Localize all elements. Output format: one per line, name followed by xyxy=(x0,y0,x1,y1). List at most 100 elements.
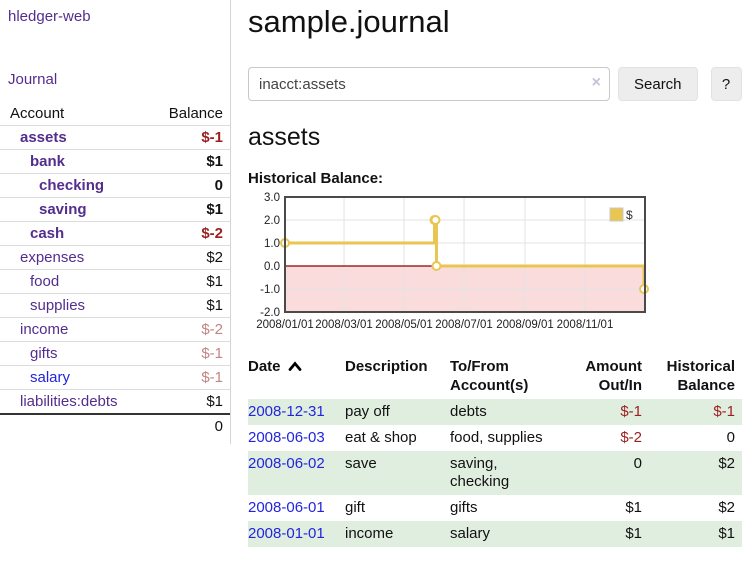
register-description-cell: save xyxy=(345,451,450,495)
accounts-total-row: 0 xyxy=(0,413,230,438)
accounts-total-value: 0 xyxy=(151,413,230,438)
account-balance-value: $2 xyxy=(206,249,223,266)
account-balance-cell: $1 xyxy=(151,150,230,174)
x-axis-tick-label: 2008/07/01 xyxy=(435,319,493,331)
historical-balance-chart: $3.0 2.0 1.0 0.0 -1.0 -2.0 2008/01/01 2008/03/0… xyxy=(248,190,742,339)
brand-link[interactable]: hledger-web xyxy=(8,8,91,25)
clear-search-icon[interactable]: × xyxy=(591,74,601,91)
sidebar-account-salary[interactable]: salary xyxy=(30,369,71,386)
account-balance-value: $-1 xyxy=(201,345,223,362)
sidebar-account-bank[interactable]: bank xyxy=(30,153,66,170)
account-name-cell: saving xyxy=(0,198,151,222)
col-amount-outin: Amount Out/In xyxy=(585,358,642,394)
col-historical-balance: Historical Balance xyxy=(666,358,735,394)
sidebar-account-cash[interactable]: cash xyxy=(30,225,65,242)
account-balance-value: $1 xyxy=(206,201,223,218)
x-axis-tick-label: 2008/05/01 xyxy=(375,319,433,331)
x-axis-tick-label: 2008/09/01 xyxy=(496,319,554,331)
transaction-date-link[interactable]: 2008-06-03 xyxy=(248,429,325,446)
account-balance-value: 0 xyxy=(214,177,223,194)
register-description-cell: pay off xyxy=(345,399,450,425)
transaction-date-link[interactable]: 2008-01-01 xyxy=(248,525,325,542)
register-accounts-cell: food, supplies xyxy=(450,429,543,446)
register-row: 2008-01-01 income salary $1 $1 xyxy=(248,521,742,547)
help-button[interactable]: ? xyxy=(710,67,742,101)
register-description-cell: gift xyxy=(345,499,366,516)
register-header-row: Date Description To/From Account(s) Amoun… xyxy=(248,355,742,399)
register-balance-cell: $1 xyxy=(642,521,742,547)
account-balance-value: $-2 xyxy=(201,321,223,338)
sidebar-account-checking[interactable]: checking xyxy=(39,177,105,194)
account-balance-cell: $-2 xyxy=(151,318,230,342)
account-row: income $-2 xyxy=(0,317,230,342)
sidebar-account-gifts[interactable]: gifts xyxy=(30,345,58,362)
account-row: saving $1 xyxy=(0,197,230,222)
transaction-date-link[interactable]: 2008-06-02 xyxy=(248,455,325,472)
y-axis-tick-label: -2.0 xyxy=(260,307,280,319)
account-balance-value: $1 xyxy=(206,273,223,290)
account-name-cell: income xyxy=(0,318,151,342)
accounts-table: Account Balance assets $-1 bank $1 checking 0… xyxy=(0,102,230,438)
account-balance-cell: $-1 xyxy=(151,126,230,150)
search-bar: × Search ? xyxy=(248,67,742,101)
nav-journal-link[interactable]: Journal xyxy=(8,71,58,88)
account-balance-value: $-2 xyxy=(201,225,223,242)
account-name-cell: assets xyxy=(0,126,151,150)
page-title: sample.journal xyxy=(248,4,450,39)
register-row: 2008-06-02 save saving, checking 0 $2 xyxy=(248,451,742,495)
account-balance-cell: 0 xyxy=(151,174,230,198)
account-row: food $1 xyxy=(0,269,230,294)
account-balance-cell: $-2 xyxy=(151,222,230,246)
register-balance-cell: 0 xyxy=(726,429,735,446)
account-balance-value: $-1 xyxy=(201,129,223,146)
sort-ascending-icon xyxy=(288,361,301,371)
legend-swatch xyxy=(609,207,624,222)
data-point-marker xyxy=(430,215,441,225)
sidebar-account-liabilities-debts[interactable]: liabilities:debts xyxy=(20,393,118,410)
col-tofrom-accounts: To/From Account(s) xyxy=(450,358,529,394)
plot-border xyxy=(284,196,646,313)
sidebar-account-expenses[interactable]: expenses xyxy=(20,249,85,266)
account-balance-cell: $1 xyxy=(151,198,230,222)
account-row: cash $-2 xyxy=(0,221,230,246)
register-row: 2008-06-01 gift gifts $1 $2 xyxy=(248,495,742,521)
search-button[interactable]: Search xyxy=(618,67,698,101)
account-balance-value: $1 xyxy=(206,393,223,410)
register-balance-cell: $2 xyxy=(642,451,742,495)
register-amount-cell: $-1 xyxy=(565,399,642,425)
col-description: Description xyxy=(345,358,428,375)
main-content: sample.journal × Search ? assets Histori… xyxy=(240,0,742,547)
col-date[interactable]: Date xyxy=(248,355,345,399)
search-field-wrap: × xyxy=(248,67,610,101)
account-balance-value: $1 xyxy=(206,153,223,170)
sidebar-account-assets[interactable]: assets xyxy=(20,129,67,146)
transaction-date-link[interactable]: 2008-06-01 xyxy=(248,499,325,516)
account-row: supplies $1 xyxy=(0,293,230,318)
account-name-cell: salary xyxy=(0,366,151,390)
sidebar-account-income[interactable]: income xyxy=(20,321,69,338)
account-balance-cell: $2 xyxy=(151,246,230,270)
sidebar-account-supplies[interactable]: supplies xyxy=(30,297,86,314)
search-input[interactable] xyxy=(248,67,610,101)
legend-label: $ xyxy=(626,208,633,222)
register-date-cell: 2008-12-31 xyxy=(248,399,345,425)
register-date-cell: 2008-06-01 xyxy=(248,495,345,521)
account-row: gifts $-1 xyxy=(0,341,230,366)
y-axis-tick-label: 3.0 xyxy=(264,192,280,204)
register-balance-cell: $2 xyxy=(718,499,735,516)
account-name-cell: checking xyxy=(0,174,151,198)
account-row: liabilities:debts $1 xyxy=(0,389,230,415)
y-axis-tick-label: 0.0 xyxy=(264,261,280,273)
account-row: expenses $2 xyxy=(0,245,230,270)
sidebar-account-food[interactable]: food xyxy=(30,273,60,290)
register-amount-cell: $-2 xyxy=(620,429,642,446)
x-axis-tick-label: 2008/11/01 xyxy=(557,319,614,331)
register-row: 2008-12-31 pay off debts $-1 $-1 xyxy=(248,399,742,425)
sidebar-account-saving[interactable]: saving xyxy=(39,201,87,218)
y-axis-tick-label: 2.0 xyxy=(264,215,280,227)
register-accounts-cell: debts xyxy=(450,399,565,425)
register-accounts-cell: saving, checking xyxy=(450,451,565,495)
transaction-date-link[interactable]: 2008-12-31 xyxy=(248,403,325,420)
account-balance-value: $-1 xyxy=(201,369,223,386)
